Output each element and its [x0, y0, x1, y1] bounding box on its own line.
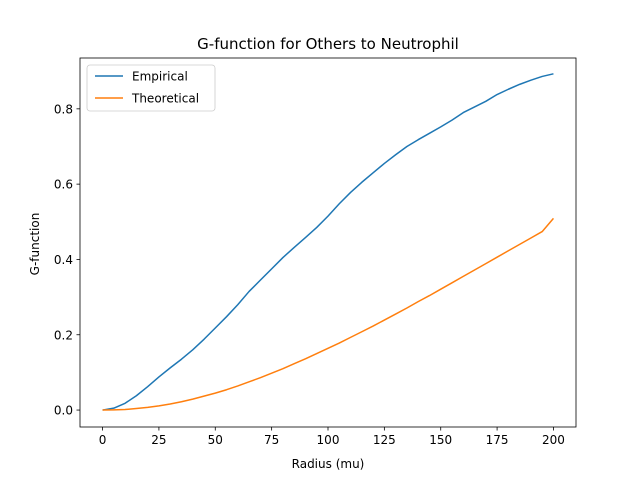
x-tick-label: 75	[264, 433, 279, 447]
plot-area: 0 25 50 75 100 125 150 175 200 0.0 0.2 0.4 0.6 0.8	[54, 57, 577, 447]
x-tick-label: 175	[486, 433, 509, 447]
x-tick-label: 200	[542, 433, 565, 447]
x-tick-label: 0	[99, 433, 107, 447]
x-tick-label: 125	[373, 433, 396, 447]
y-axis-label: G-function	[28, 213, 42, 276]
legend: Empirical Theoretical	[86, 64, 216, 112]
x-tick-label: 50	[208, 433, 223, 447]
chart-title: G-function for Others to Neutrophil	[197, 35, 459, 53]
series-line-theoretical	[102, 217, 555, 411]
y-tick-label: 0.4	[54, 253, 73, 267]
legend-label-theoretical: Theoretical	[131, 92, 199, 106]
x-axis-label: Radius (mu)	[292, 457, 365, 471]
legend-label-empirical: Empirical	[132, 70, 188, 84]
series-line-empirical	[102, 73, 554, 411]
y-tick-label: 0.2	[54, 328, 73, 342]
y-tick-label: 0.8	[54, 102, 73, 116]
x-tick-label: 25	[151, 433, 166, 447]
y-tick-label: 0.6	[54, 178, 73, 192]
x-tick-label: 150	[429, 433, 452, 447]
x-tick-label: 100	[317, 433, 340, 447]
y-tick-label: 0.0	[54, 404, 73, 418]
